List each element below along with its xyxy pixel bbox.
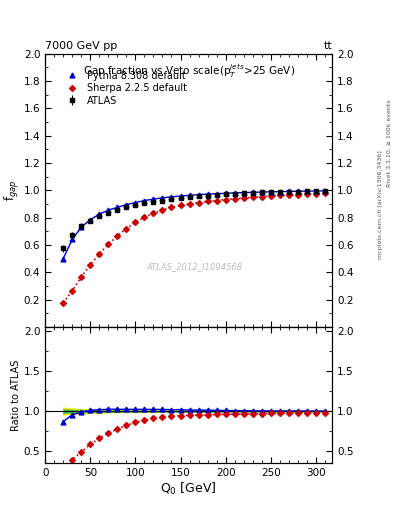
Sherpa 2.2.5 default (214, 198, 219, 204)
Pythia 8.308 default (214, 190, 219, 197)
Sherpa 2.2.5 default (124, 225, 129, 231)
Sherpa 2.2.5 default (97, 251, 102, 257)
Pythia 8.308 default (124, 202, 129, 208)
Pythia 8.308 default (142, 198, 147, 204)
Pythia 8.308 default (115, 204, 120, 210)
Sherpa 2.2.5 default (277, 193, 282, 199)
Pythia 8.308 default (241, 189, 246, 196)
Sherpa 2.2.5 default (70, 288, 75, 294)
Sherpa 2.2.5 default (151, 210, 156, 216)
Y-axis label: f$_{gap}$: f$_{gap}$ (3, 180, 21, 201)
Text: tt: tt (323, 41, 332, 51)
Pythia 8.308 default (178, 193, 183, 199)
Pythia 8.308 default (223, 190, 228, 197)
Sherpa 2.2.5 default (142, 214, 147, 220)
Pythia 8.308 default (187, 193, 192, 199)
Pythia 8.308 default (70, 237, 75, 243)
Text: 7000 GeV pp: 7000 GeV pp (45, 41, 118, 51)
Pythia 8.308 default (97, 211, 102, 217)
Sherpa 2.2.5 default (205, 199, 210, 205)
Pythia 8.308 default (133, 200, 138, 206)
Sherpa 2.2.5 default (196, 200, 201, 206)
Sherpa 2.2.5 default (241, 195, 246, 201)
Sherpa 2.2.5 default (296, 191, 300, 198)
Sherpa 2.2.5 default (169, 204, 174, 210)
Text: Gap fraction vs Veto scale(p$_T^{jets}$>25 GeV): Gap fraction vs Veto scale(p$_T^{jets}$>… (83, 62, 295, 80)
Line: Pythia 8.308 default: Pythia 8.308 default (61, 188, 327, 261)
Pythia 8.308 default (296, 188, 300, 195)
Sherpa 2.2.5 default (314, 190, 318, 197)
Sherpa 2.2.5 default (268, 193, 273, 199)
Pythia 8.308 default (314, 188, 318, 194)
Sherpa 2.2.5 default (286, 192, 291, 198)
Sherpa 2.2.5 default (178, 202, 183, 208)
Pythia 8.308 default (268, 189, 273, 195)
Pythia 8.308 default (259, 189, 264, 195)
Text: Rivet 3.1.10, ≥ 100k events: Rivet 3.1.10, ≥ 100k events (387, 99, 392, 187)
Pythia 8.308 default (151, 196, 156, 202)
Legend: Pythia 8.308 default, Sherpa 2.2.5 default, ATLAS: Pythia 8.308 default, Sherpa 2.2.5 defau… (59, 67, 191, 110)
Pythia 8.308 default (169, 194, 174, 200)
Pythia 8.308 default (79, 224, 84, 230)
Pythia 8.308 default (277, 188, 282, 195)
Line: Sherpa 2.2.5 default: Sherpa 2.2.5 default (61, 191, 327, 305)
Text: mcplots.cern.ch [arXiv:1306.3436]: mcplots.cern.ch [arXiv:1306.3436] (378, 151, 383, 259)
Sherpa 2.2.5 default (88, 262, 93, 268)
Sherpa 2.2.5 default (187, 201, 192, 207)
Pythia 8.308 default (205, 191, 210, 197)
Pythia 8.308 default (160, 195, 165, 201)
Sherpa 2.2.5 default (250, 195, 255, 201)
Pythia 8.308 default (106, 207, 111, 213)
Sherpa 2.2.5 default (223, 197, 228, 203)
Pythia 8.308 default (88, 217, 93, 223)
Sherpa 2.2.5 default (160, 207, 165, 213)
Pythia 8.308 default (196, 191, 201, 198)
Pythia 8.308 default (323, 188, 327, 194)
Sherpa 2.2.5 default (106, 241, 111, 247)
Sherpa 2.2.5 default (232, 196, 237, 202)
Pythia 8.308 default (250, 189, 255, 196)
Sherpa 2.2.5 default (259, 194, 264, 200)
Pythia 8.308 default (232, 190, 237, 196)
Y-axis label: Ratio to ATLAS: Ratio to ATLAS (11, 359, 21, 431)
Text: ATLAS_2012_I1094568: ATLAS_2012_I1094568 (146, 262, 242, 271)
Pythia 8.308 default (61, 255, 66, 262)
Pythia 8.308 default (305, 188, 309, 194)
X-axis label: Q$_0$ [GeV]: Q$_0$ [GeV] (160, 481, 217, 497)
Sherpa 2.2.5 default (305, 191, 309, 197)
Sherpa 2.2.5 default (133, 219, 138, 225)
Sherpa 2.2.5 default (323, 190, 327, 197)
Sherpa 2.2.5 default (115, 233, 120, 239)
Sherpa 2.2.5 default (79, 274, 84, 280)
Pythia 8.308 default (286, 188, 291, 195)
Sherpa 2.2.5 default (61, 300, 66, 306)
